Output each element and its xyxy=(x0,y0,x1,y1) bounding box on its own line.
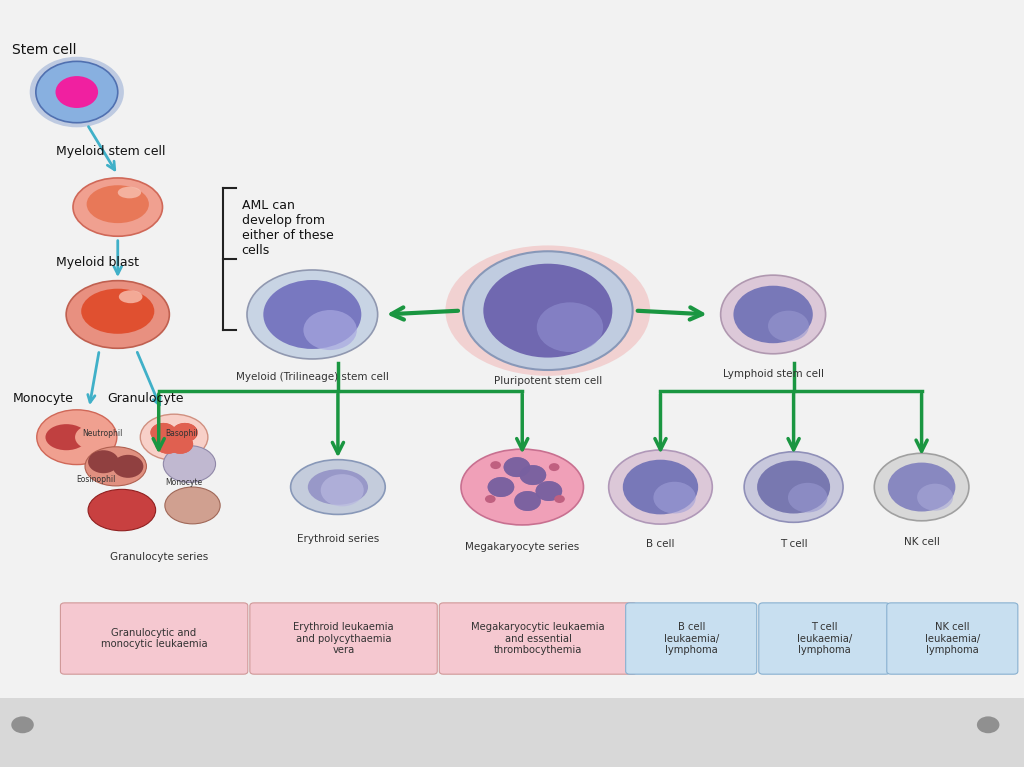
Ellipse shape xyxy=(87,186,148,223)
Text: NK cell
leukaemia/
lymphoma: NK cell leukaemia/ lymphoma xyxy=(925,622,980,655)
Circle shape xyxy=(514,491,541,511)
Circle shape xyxy=(75,426,106,449)
Circle shape xyxy=(167,434,194,454)
Circle shape xyxy=(514,491,541,511)
Circle shape xyxy=(653,482,696,514)
Circle shape xyxy=(36,61,118,123)
Ellipse shape xyxy=(308,469,368,505)
Text: Stem cell: Stem cell xyxy=(12,43,77,57)
Circle shape xyxy=(172,423,198,443)
Ellipse shape xyxy=(483,264,612,357)
Circle shape xyxy=(537,302,603,352)
Text: Lymphoid stem cell: Lymphoid stem cell xyxy=(723,370,823,380)
Ellipse shape xyxy=(733,286,813,344)
Ellipse shape xyxy=(119,291,142,303)
Circle shape xyxy=(487,477,514,497)
Text: Megakaryocyte series: Megakaryocyte series xyxy=(465,542,580,552)
Circle shape xyxy=(554,495,565,503)
FancyBboxPatch shape xyxy=(250,603,437,674)
Ellipse shape xyxy=(263,280,361,349)
Circle shape xyxy=(30,57,124,127)
Circle shape xyxy=(536,481,562,501)
Circle shape xyxy=(155,434,181,454)
Circle shape xyxy=(504,457,530,477)
Circle shape xyxy=(549,463,559,471)
Text: Megakaryocytic leukaemia
and essential
thrombocythemia: Megakaryocytic leukaemia and essential t… xyxy=(471,622,605,655)
Ellipse shape xyxy=(744,452,843,522)
Text: AML can
develop from
either of these
cells: AML can develop from either of these cel… xyxy=(242,199,334,257)
Ellipse shape xyxy=(445,245,650,376)
Text: Neutrophil: Neutrophil xyxy=(82,430,122,439)
Ellipse shape xyxy=(874,453,969,521)
Text: Granulocyte: Granulocyte xyxy=(108,392,184,405)
Ellipse shape xyxy=(247,270,378,359)
Ellipse shape xyxy=(81,288,155,334)
Text: B cell: B cell xyxy=(646,539,675,549)
Text: NK cell: NK cell xyxy=(903,538,940,548)
Circle shape xyxy=(321,474,364,506)
Ellipse shape xyxy=(163,446,215,482)
Text: Basophil: Basophil xyxy=(165,430,198,439)
Circle shape xyxy=(11,716,34,733)
Text: Pluripotent stem cell: Pluripotent stem cell xyxy=(494,376,602,386)
Circle shape xyxy=(151,423,176,443)
Circle shape xyxy=(768,311,809,341)
Ellipse shape xyxy=(165,487,220,524)
Circle shape xyxy=(519,465,546,485)
Circle shape xyxy=(977,716,999,733)
Circle shape xyxy=(113,455,143,478)
Text: T cell
leukaemia/
lymphoma: T cell leukaemia/ lymphoma xyxy=(797,622,852,655)
FancyBboxPatch shape xyxy=(887,603,1018,674)
FancyBboxPatch shape xyxy=(626,603,757,674)
Circle shape xyxy=(155,434,181,454)
Circle shape xyxy=(490,461,501,469)
FancyBboxPatch shape xyxy=(759,603,890,674)
Text: Erythroid leukaemia
and polycythaemia
vera: Erythroid leukaemia and polycythaemia ve… xyxy=(293,622,394,655)
Ellipse shape xyxy=(757,460,830,514)
Text: Eosinophil: Eosinophil xyxy=(76,476,115,485)
Ellipse shape xyxy=(45,424,87,450)
Text: Granulocyte series: Granulocyte series xyxy=(110,552,208,562)
Circle shape xyxy=(167,434,194,454)
Bar xyxy=(0,698,1024,767)
Ellipse shape xyxy=(118,186,141,199)
Ellipse shape xyxy=(37,410,117,465)
Ellipse shape xyxy=(461,449,584,525)
Circle shape xyxy=(536,481,562,501)
Text: B cell
leukaemia/
lymphoma: B cell leukaemia/ lymphoma xyxy=(664,622,719,655)
FancyBboxPatch shape xyxy=(439,603,637,674)
Circle shape xyxy=(487,477,514,497)
Text: Monocyte: Monocyte xyxy=(165,478,202,487)
Text: Erythroid series: Erythroid series xyxy=(297,535,379,545)
Circle shape xyxy=(918,484,953,511)
Ellipse shape xyxy=(140,414,208,460)
Ellipse shape xyxy=(721,275,825,354)
Ellipse shape xyxy=(291,459,385,515)
Ellipse shape xyxy=(88,489,156,531)
Ellipse shape xyxy=(67,281,169,348)
Circle shape xyxy=(485,495,496,503)
Text: T cell: T cell xyxy=(780,539,807,549)
Circle shape xyxy=(787,482,827,512)
Circle shape xyxy=(88,450,119,473)
Circle shape xyxy=(151,423,176,443)
Ellipse shape xyxy=(85,446,146,486)
Text: Granulocytic and
monocytic leukaemia: Granulocytic and monocytic leukaemia xyxy=(100,627,208,650)
Ellipse shape xyxy=(463,252,633,370)
Text: Myeloid (Trilineage) stem cell: Myeloid (Trilineage) stem cell xyxy=(236,372,389,382)
Circle shape xyxy=(172,423,198,443)
Ellipse shape xyxy=(623,459,698,515)
Circle shape xyxy=(519,465,546,485)
Circle shape xyxy=(504,457,530,477)
Circle shape xyxy=(55,76,98,108)
Ellipse shape xyxy=(73,178,163,236)
Text: Myeloid blast: Myeloid blast xyxy=(56,256,139,269)
Text: Monocyte: Monocyte xyxy=(12,392,73,405)
FancyBboxPatch shape xyxy=(60,603,248,674)
Text: Myeloid stem cell: Myeloid stem cell xyxy=(56,145,166,158)
Ellipse shape xyxy=(888,463,955,512)
Circle shape xyxy=(303,310,357,350)
Ellipse shape xyxy=(608,450,713,524)
